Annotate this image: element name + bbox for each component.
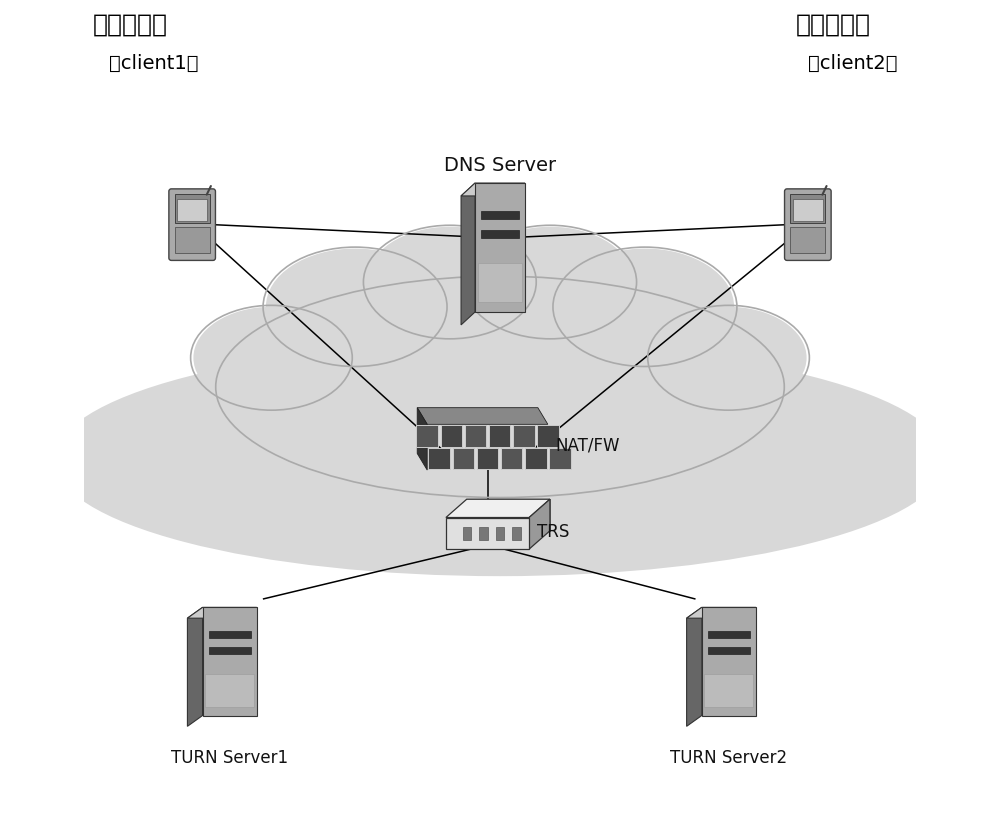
FancyBboxPatch shape <box>177 199 207 220</box>
FancyBboxPatch shape <box>428 448 450 469</box>
FancyBboxPatch shape <box>496 527 504 540</box>
FancyBboxPatch shape <box>708 646 750 654</box>
FancyBboxPatch shape <box>790 227 825 253</box>
Ellipse shape <box>556 358 834 503</box>
Text: TURN Server2: TURN Server2 <box>670 749 787 767</box>
Polygon shape <box>187 607 203 726</box>
Text: TURN Server1: TURN Server1 <box>171 749 288 767</box>
FancyBboxPatch shape <box>205 675 254 707</box>
FancyBboxPatch shape <box>549 448 571 469</box>
FancyBboxPatch shape <box>467 499 550 531</box>
Ellipse shape <box>651 307 807 409</box>
FancyBboxPatch shape <box>416 425 438 447</box>
FancyBboxPatch shape <box>481 210 519 219</box>
FancyBboxPatch shape <box>790 194 825 223</box>
Polygon shape <box>446 499 550 518</box>
Polygon shape <box>687 607 756 618</box>
Ellipse shape <box>221 278 779 496</box>
FancyBboxPatch shape <box>489 425 510 447</box>
FancyBboxPatch shape <box>702 607 756 716</box>
FancyBboxPatch shape <box>203 607 257 716</box>
Ellipse shape <box>193 307 349 409</box>
FancyBboxPatch shape <box>537 425 559 447</box>
Text: 第二客户端: 第二客户端 <box>795 12 870 37</box>
Ellipse shape <box>366 226 533 338</box>
FancyBboxPatch shape <box>169 189 215 260</box>
Polygon shape <box>529 499 550 549</box>
FancyBboxPatch shape <box>479 527 488 540</box>
FancyBboxPatch shape <box>446 518 529 549</box>
FancyBboxPatch shape <box>478 263 522 302</box>
Ellipse shape <box>54 343 946 576</box>
FancyBboxPatch shape <box>513 425 535 447</box>
Ellipse shape <box>166 358 444 503</box>
FancyBboxPatch shape <box>785 189 831 260</box>
Text: TRS: TRS <box>537 523 570 542</box>
Text: （client2）: （client2） <box>808 54 897 73</box>
Polygon shape <box>187 607 257 618</box>
Ellipse shape <box>266 249 444 365</box>
FancyBboxPatch shape <box>175 227 210 253</box>
Polygon shape <box>687 607 702 726</box>
Ellipse shape <box>556 249 734 365</box>
Polygon shape <box>417 408 548 424</box>
FancyBboxPatch shape <box>475 183 525 312</box>
Polygon shape <box>461 183 525 196</box>
Text: DNS Server: DNS Server <box>444 156 556 175</box>
Text: 第一客户端: 第一客户端 <box>92 12 167 37</box>
FancyBboxPatch shape <box>453 448 474 469</box>
Polygon shape <box>461 183 475 324</box>
FancyBboxPatch shape <box>512 527 521 540</box>
FancyBboxPatch shape <box>209 646 251 654</box>
FancyBboxPatch shape <box>704 675 753 707</box>
FancyBboxPatch shape <box>175 194 210 223</box>
FancyBboxPatch shape <box>501 448 522 469</box>
FancyBboxPatch shape <box>465 425 486 447</box>
FancyBboxPatch shape <box>463 527 471 540</box>
FancyBboxPatch shape <box>525 448 547 469</box>
Text: NAT/FW: NAT/FW <box>556 436 620 454</box>
FancyBboxPatch shape <box>481 230 519 239</box>
FancyBboxPatch shape <box>708 631 750 637</box>
Ellipse shape <box>467 226 634 338</box>
FancyBboxPatch shape <box>477 448 498 469</box>
FancyBboxPatch shape <box>209 631 251 637</box>
Text: （client1）: （client1） <box>109 54 198 73</box>
FancyBboxPatch shape <box>793 199 823 220</box>
Polygon shape <box>417 408 427 470</box>
FancyBboxPatch shape <box>441 425 462 447</box>
